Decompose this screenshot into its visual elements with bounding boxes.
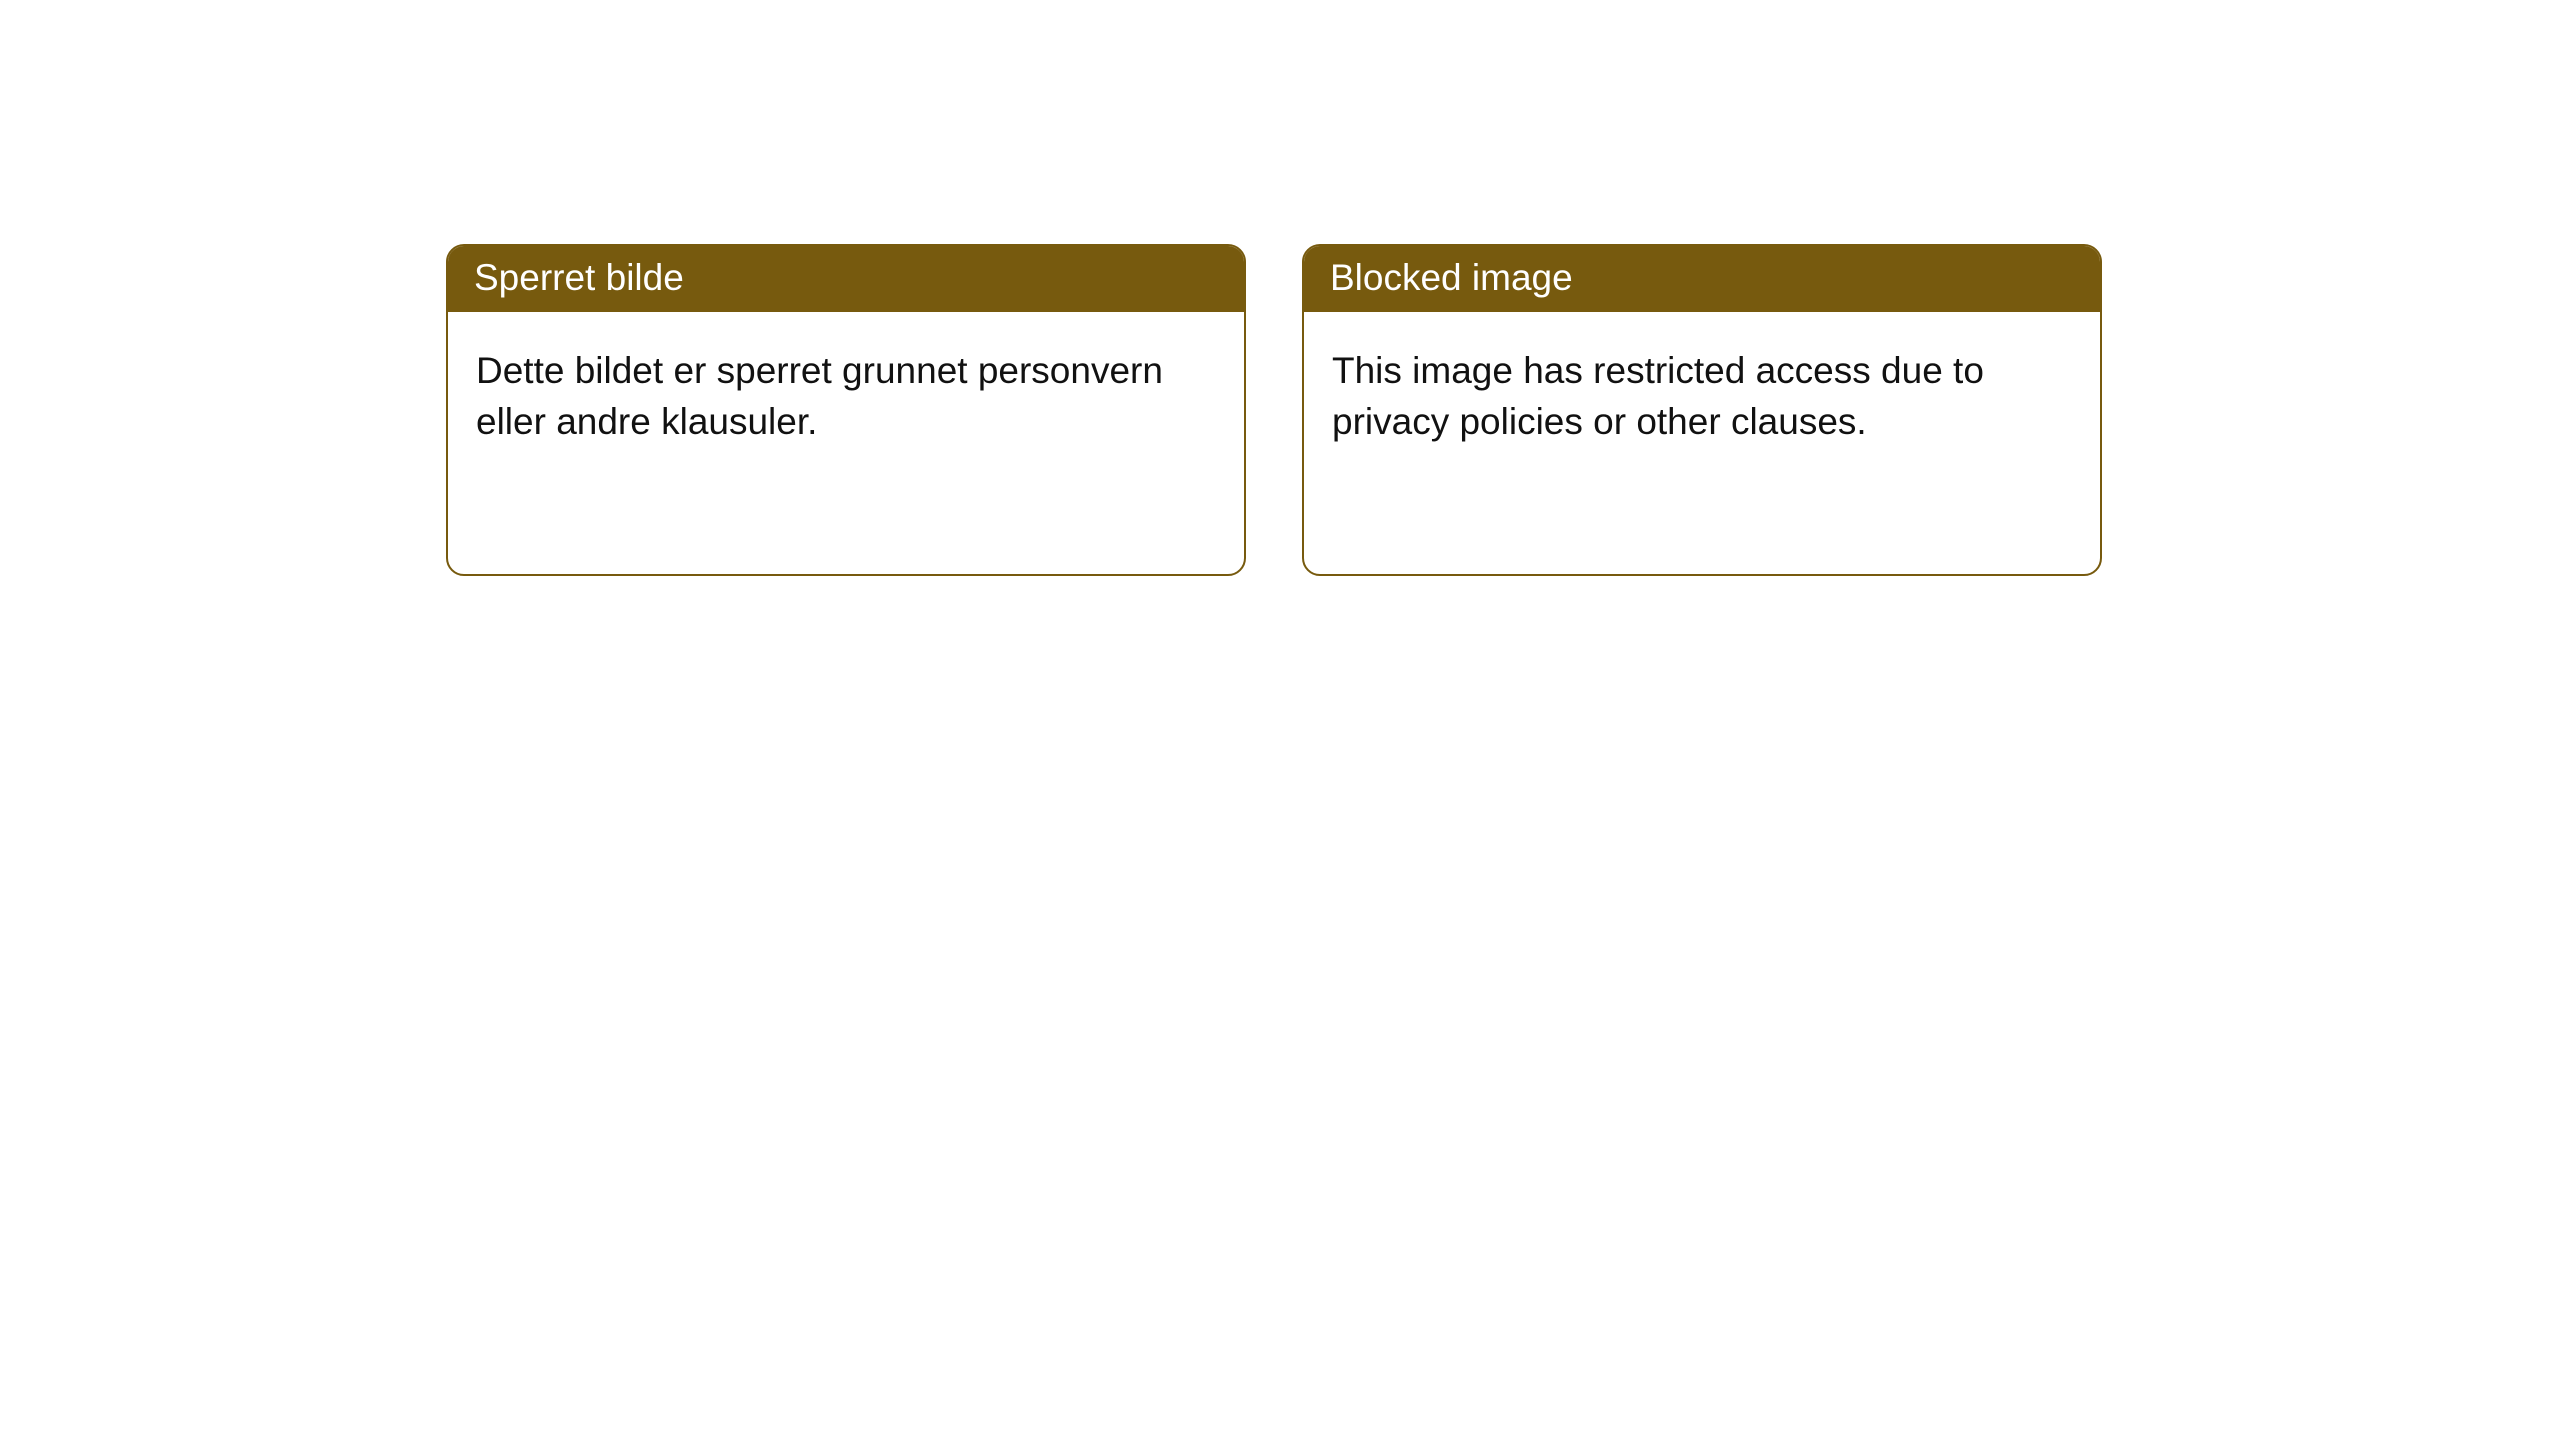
notice-body-norwegian: Dette bildet er sperret grunnet personve… [448, 312, 1244, 481]
notice-card-english: Blocked image This image has restricted … [1302, 244, 2102, 576]
notice-title-english: Blocked image [1304, 246, 2100, 312]
notice-title-norwegian: Sperret bilde [448, 246, 1244, 312]
notice-container: Sperret bilde Dette bildet er sperret gr… [0, 0, 2560, 576]
notice-body-english: This image has restricted access due to … [1304, 312, 2100, 481]
notice-card-norwegian: Sperret bilde Dette bildet er sperret gr… [446, 244, 1246, 576]
